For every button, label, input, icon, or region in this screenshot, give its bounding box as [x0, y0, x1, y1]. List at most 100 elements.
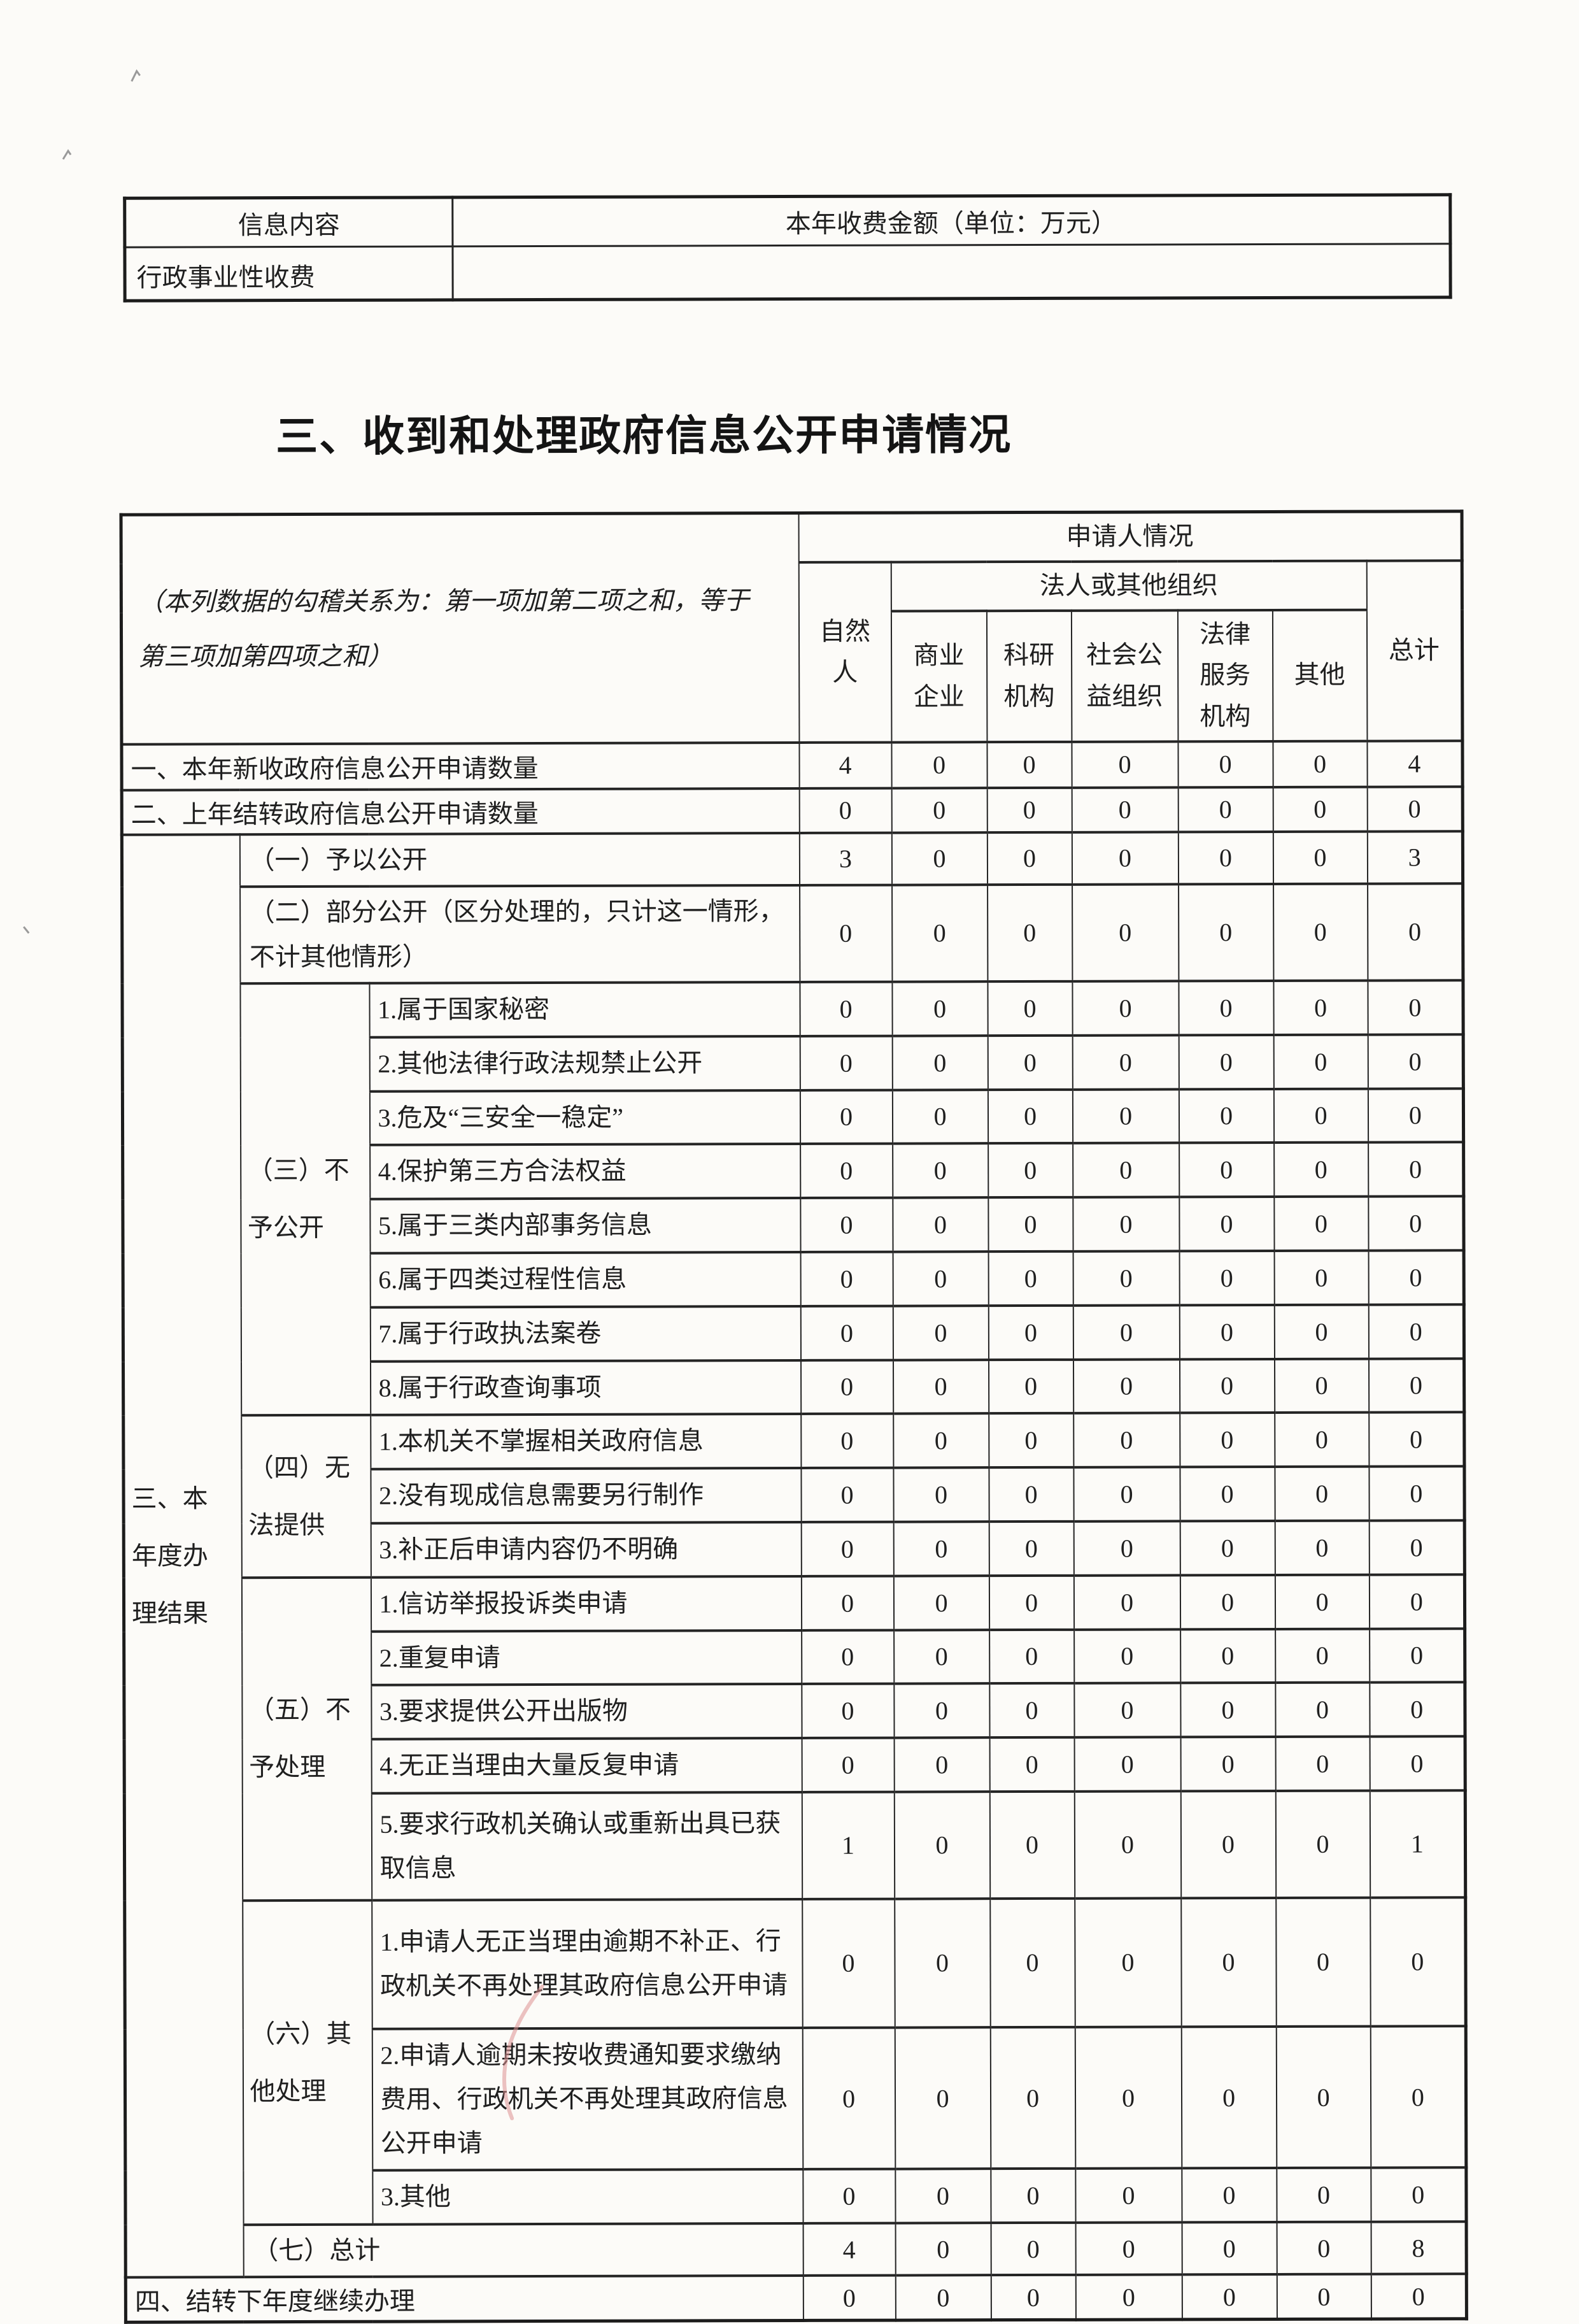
- col-header-total: 总计: [1366, 560, 1463, 741]
- value-cell: 0: [1273, 980, 1368, 1035]
- value-cell: 0: [1367, 980, 1464, 1035]
- value-cell: 0: [988, 1413, 1073, 1468]
- value-cell: 0: [1368, 1412, 1465, 1467]
- value-cell: 0: [1273, 831, 1368, 884]
- value-cell: 0: [1276, 2167, 1371, 2223]
- value-cell: 0: [1178, 883, 1273, 981]
- row-label: 5.属于三类内部事务信息: [369, 1198, 801, 1253]
- value-cell: 0: [1368, 1304, 1464, 1359]
- value-cell: 4: [1366, 741, 1463, 787]
- value-cell: 0: [1179, 1143, 1274, 1197]
- group-label-refused: （三）不 予公开: [239, 983, 371, 1416]
- value-cell: 0: [1277, 2274, 1371, 2320]
- value-cell: 0: [801, 1630, 894, 1685]
- value-cell: 0: [800, 1360, 893, 1415]
- value-cell: 0: [1073, 1521, 1180, 1576]
- value-cell: 0: [1367, 883, 1464, 981]
- value-cell: 0: [1179, 1413, 1275, 1467]
- value-cell: 0: [1273, 1088, 1368, 1143]
- value-cell: 3: [799, 832, 892, 885]
- value-cell: 0: [1179, 1467, 1275, 1522]
- header-row: （本列数据的勾稽关系为：第一项加第二项之和，等于 第三项加第四项之和） 申请人情…: [121, 511, 1462, 745]
- value-cell: 0: [1182, 2222, 1277, 2275]
- value-cell: 0: [800, 1143, 893, 1199]
- row-label: 1.申请人无正当理由逾期不补正、行政机关不再处理其政府信息公开申请: [371, 1899, 803, 2029]
- value-cell: 0: [1074, 1898, 1182, 2027]
- value-cell: 0: [988, 1035, 1073, 1090]
- value-cell: 0: [988, 1305, 1073, 1360]
- value-cell: 0: [1073, 1683, 1181, 1737]
- value-cell: 0: [1370, 1897, 1466, 2027]
- row-label: 8.属于行政查询事项: [370, 1360, 801, 1416]
- value-cell: 0: [800, 1036, 893, 1090]
- value-cell: 0: [1075, 2027, 1182, 2169]
- value-cell: 0: [989, 1521, 1074, 1576]
- value-cell: 0: [799, 981, 893, 1036]
- fee-row-value: [452, 243, 1451, 300]
- value-cell: 0: [799, 788, 892, 833]
- row-label-subtotal: （七）总计: [243, 2223, 804, 2278]
- value-cell: 0: [990, 2169, 1076, 2223]
- row-label: 7.属于行政执法案卷: [370, 1306, 801, 1362]
- value-cell: 0: [893, 1305, 989, 1360]
- value-cell: 3: [1367, 831, 1463, 884]
- scan-speck: [131, 69, 141, 82]
- value-cell: 0: [1179, 1034, 1274, 1089]
- value-cell: 0: [892, 1197, 989, 1252]
- value-cell: 0: [986, 741, 1072, 788]
- group-label-not-processed: （五）不 予处理: [241, 1577, 372, 1901]
- value-cell: 0: [893, 1251, 989, 1306]
- value-cell: 0: [893, 1359, 989, 1414]
- value-cell: 0: [1273, 787, 1368, 832]
- value-cell: 0: [1072, 1088, 1179, 1144]
- section-title: 三、收到和处理政府信息公开申请情况: [276, 411, 1012, 460]
- value-cell: 0: [894, 1899, 991, 2028]
- value-cell: 0: [1275, 1574, 1370, 1629]
- value-cell: 0: [1369, 1520, 1465, 1575]
- value-cell: 0: [1273, 1142, 1368, 1197]
- value-cell: 0: [987, 884, 1072, 982]
- value-cell: 0: [989, 1575, 1074, 1630]
- legal-org-header: 法人或其他组织: [891, 560, 1367, 611]
- value-cell: 0: [1275, 1520, 1370, 1575]
- value-cell: 0: [989, 1791, 1075, 1899]
- value-cell: 0: [800, 1413, 893, 1469]
- value-cell: 0: [1275, 1897, 1371, 2027]
- value-cell: 0: [1179, 1304, 1275, 1359]
- value-cell: 0: [1074, 1737, 1181, 1792]
- value-cell: 0: [1073, 1467, 1180, 1522]
- value-cell: 1: [1370, 1790, 1466, 1898]
- row-label: 2.重复申请: [371, 1630, 802, 1686]
- row-label: 一、本年新收政府信息公开申请数量: [121, 742, 800, 790]
- value-cell: 0: [1180, 1520, 1275, 1576]
- value-cell: 0: [1368, 1196, 1464, 1251]
- value-cell: 0: [895, 2169, 991, 2223]
- value-cell: 0: [891, 885, 988, 982]
- row-label: 4.保护第三方合法权益: [369, 1144, 800, 1199]
- value-cell: 0: [1180, 1790, 1276, 1899]
- value-cell: 0: [1275, 1629, 1370, 1683]
- row-label: 1.属于国家秘密: [369, 981, 800, 1037]
- value-cell: 0: [1369, 1682, 1466, 1737]
- value-cell: 0: [802, 1899, 895, 2028]
- value-cell: 0: [989, 1737, 1075, 1792]
- value-cell: 0: [988, 1359, 1073, 1414]
- value-cell: 0: [894, 1737, 990, 1792]
- value-cell: 0: [895, 2027, 991, 2169]
- section-label-results: 三、本 年度办 理结果: [122, 834, 244, 2278]
- value-cell: 0: [893, 1575, 989, 1630]
- row-label: 二、上年结转政府信息公开申请数量: [122, 788, 800, 835]
- col-header-legal-service: 法律 服务 机构: [1177, 610, 1273, 742]
- value-cell: 0: [1275, 1736, 1370, 1791]
- value-cell: 0: [1274, 1250, 1369, 1305]
- value-cell: 0: [893, 1629, 989, 1684]
- value-cell: 0: [801, 1683, 895, 1739]
- col-header-other-org: 其他: [1272, 610, 1367, 741]
- value-cell: 0: [893, 1683, 990, 1738]
- value-cell: 0: [891, 832, 988, 885]
